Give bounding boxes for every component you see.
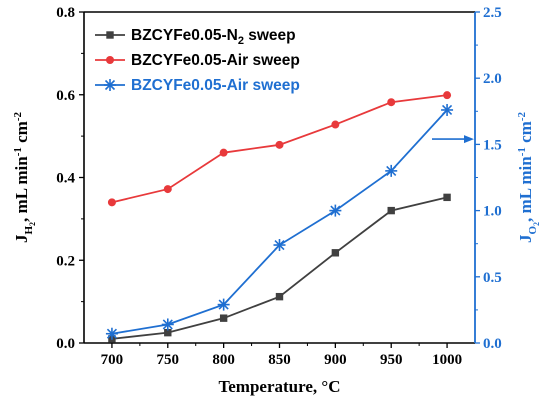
y-axis-right-title-text: JO2, mL min-1 cm-2 <box>516 111 541 243</box>
series-1 <box>107 91 452 207</box>
legend-label-tail: sweep <box>244 27 296 44</box>
y-left-tick-label: 0.8 <box>56 5 75 21</box>
y-right-tick-label: 2.0 <box>483 71 502 87</box>
data-point <box>275 292 284 301</box>
legend: BZCYFe0.05-N2 sweep BZCYFe0.05-Air sweep B… <box>95 27 300 94</box>
x-tick-label: 900 <box>324 352 347 368</box>
legend-label-sub: 2 <box>238 35 244 47</box>
legend-label: BZCYFe0.05-N2 sweep <box>131 27 296 47</box>
data-point <box>385 164 398 177</box>
y-right-tick-label: 1.0 <box>483 204 502 220</box>
legend-label-main: BZCYFe0.05-N <box>131 27 238 44</box>
title-tail: cm <box>516 121 535 147</box>
legend-label-main: BZCYFe0.05-Air sweep <box>131 77 300 94</box>
y-axis-left-title: JH2, mL min-1 cm-2 <box>12 111 37 243</box>
y-right-tick-label: 2.5 <box>483 5 502 21</box>
x-tick-label: 1000 <box>432 352 462 368</box>
data-point <box>331 120 340 129</box>
title-rest: , mL min <box>12 156 31 222</box>
marker-stroke <box>104 79 116 91</box>
x-tick-label: 800 <box>212 352 235 368</box>
series-2 <box>105 103 454 340</box>
data-point <box>105 327 118 340</box>
marker-stroke <box>274 239 285 251</box>
series-0 <box>108 193 451 343</box>
axes: 700 750 800 850 900 950 1000 0.0 0.2 0.4 0.6 0.8 0.0… <box>12 5 541 396</box>
y-right-tick-label: 0.0 <box>483 336 502 352</box>
title-main: J <box>516 234 535 243</box>
title-sub: H <box>23 226 35 235</box>
series-line <box>111 196 448 340</box>
y-left-tick-label: 0.4 <box>56 171 75 187</box>
marker-stroke <box>218 299 229 310</box>
title-main: J <box>12 234 31 243</box>
marker-stroke <box>330 205 341 216</box>
y-left-tick-label: 0.6 <box>56 88 75 104</box>
series-layer <box>105 91 454 343</box>
data-point <box>163 185 172 194</box>
title-sup: -1 <box>516 147 528 156</box>
data-point <box>331 249 340 257</box>
data-point <box>275 140 284 149</box>
legend-label: BZCYFe0.05-Air sweep <box>131 52 300 69</box>
y-axis-left-title-text: JH2, mL min-1 cm-2 <box>12 111 37 243</box>
y-axis-right-title: JO2, mL min-1 cm-2 <box>516 111 541 243</box>
x-tick-label: 700 <box>101 352 124 368</box>
data-point <box>387 206 395 215</box>
right-axis-arrow-head <box>464 135 474 144</box>
data-point <box>106 31 114 39</box>
title-sup: -1 <box>12 147 24 156</box>
data-point <box>219 314 228 322</box>
marker-stroke <box>106 328 117 339</box>
data-point <box>164 328 172 337</box>
data-point <box>443 91 452 100</box>
title-rest: , mL min <box>516 156 535 222</box>
data-point <box>329 204 342 217</box>
data-point <box>441 103 454 116</box>
marker-stroke <box>442 104 453 116</box>
legend-item-0: BZCYFe0.05-N2 sweep <box>95 27 296 47</box>
title-sub: O <box>527 226 539 235</box>
marker-stroke <box>386 165 397 176</box>
y-left-tick-label: 0.2 <box>56 253 75 269</box>
legend-label-main: BZCYFe0.05-Air sweep <box>131 52 300 69</box>
title-tail: cm <box>12 121 31 147</box>
legend-label: BZCYFe0.05-Air sweep <box>131 77 300 94</box>
data-point <box>106 56 114 64</box>
y-right-tick-label: 0.5 <box>483 270 502 286</box>
legend-item-2: BZCYFe0.05-Air sweep <box>95 77 300 94</box>
marker-stroke <box>162 319 173 330</box>
annotations <box>432 135 474 144</box>
x-tick-label: 950 <box>380 352 403 368</box>
y-right-tick-label: 1.5 <box>483 137 502 153</box>
legend-item-1: BZCYFe0.05-Air sweep <box>95 52 300 69</box>
title-subsub: 2 <box>28 222 37 226</box>
data-point <box>443 193 451 202</box>
x-tick-label: 850 <box>268 352 291 368</box>
y-left-tick-label: 0.0 <box>56 336 75 352</box>
data-point <box>107 198 116 207</box>
data-point <box>217 298 230 311</box>
x-axis-title: Temperature, °C <box>218 377 340 396</box>
data-point <box>219 148 228 157</box>
data-point <box>104 79 116 91</box>
data-point <box>273 239 286 252</box>
title-sup2: -2 <box>12 111 24 121</box>
title-subsub: 2 <box>532 222 541 226</box>
x-tick-label: 750 <box>157 352 180 368</box>
data-point <box>161 318 174 331</box>
data-point <box>387 98 396 107</box>
title-sup2: -2 <box>516 111 528 121</box>
